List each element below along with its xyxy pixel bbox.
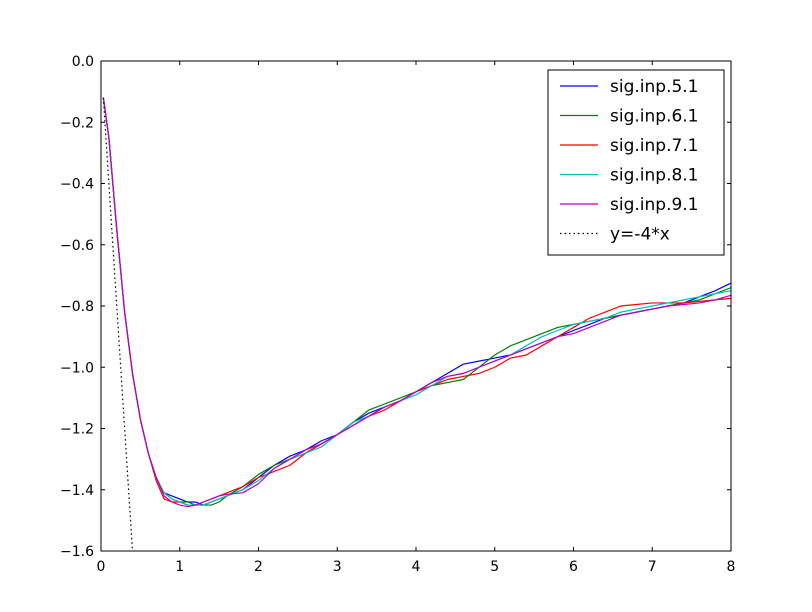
legend-label: y=-4*x (610, 225, 670, 245)
x-tick-label: 0 (97, 559, 106, 575)
legend-box (547, 69, 725, 256)
series-line-5 (102, 97, 731, 508)
series-lines (102, 97, 731, 551)
legend-label: sig.inp.6.1 (610, 107, 699, 127)
x-tick-label: 8 (727, 559, 736, 575)
x-tick-label: 6 (569, 559, 578, 575)
y-tick-label: −0.8 (60, 299, 94, 315)
x-tick-label: 7 (648, 559, 657, 575)
y-tick-label: 0.0 (72, 54, 94, 70)
y-tick-label: −0.2 (60, 115, 94, 131)
x-tick-label: 4 (412, 559, 421, 575)
x-tick-label: 5 (490, 559, 499, 575)
legend-label: sig.inp.5.1 (610, 77, 699, 97)
legend-label: sig.inp.7.1 (610, 136, 699, 156)
y-tick-label: −1.4 (60, 483, 94, 499)
y-tick-label: −1.6 (60, 544, 94, 560)
y-tick-label: −0.6 (60, 238, 94, 254)
series-line-6 (102, 97, 134, 551)
legend-label: sig.inp.9.1 (610, 195, 699, 215)
legend: sig.inp.5.1 sig.inp.6.1 sig.inp.7.1 sig.inp… (547, 69, 725, 256)
x-tick-label: 1 (175, 559, 184, 575)
axis-ticks: 0 1 2 3 4 5 6 7 8 0.0 −0.2 −0.4 −0.6 −0.8 −1.0 −1.2 −1.4… (60, 54, 735, 575)
series-line-4 (102, 97, 731, 506)
x-tick-label: 2 (254, 559, 263, 575)
y-tick-label: −1.0 (60, 360, 94, 376)
y-tick-label: −0.4 (60, 177, 94, 193)
legend-label: sig.inp.8.1 (610, 166, 699, 186)
y-tick-label: −1.2 (60, 422, 94, 438)
x-tick-label: 3 (333, 559, 342, 575)
